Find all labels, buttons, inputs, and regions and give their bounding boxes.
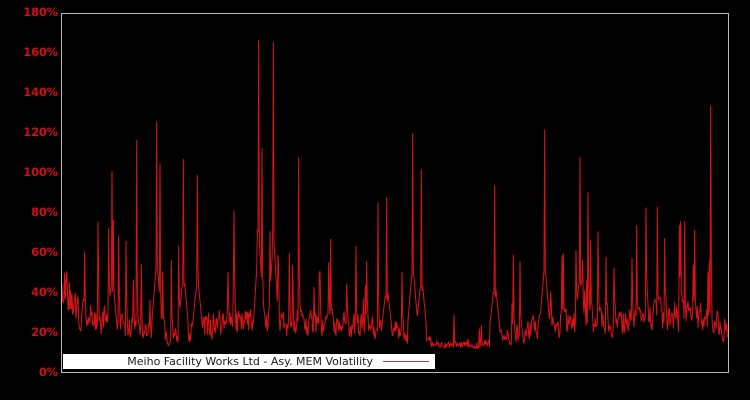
legend-label: Meiho Facility Works Ltd - Asy. MEM Vola… [127, 355, 373, 368]
y-tick-180: 180% [23, 5, 58, 19]
y-tick-100: 100% [23, 165, 58, 179]
y-tick-160: 160% [23, 45, 58, 59]
plot-area [61, 13, 729, 373]
y-tick-80: 80% [31, 205, 58, 219]
y-tick-40: 40% [31, 285, 58, 299]
y-tick-140: 140% [23, 85, 58, 99]
y-tick-60: 60% [31, 245, 58, 259]
chart-legend: Meiho Facility Works Ltd - Asy. MEM Vola… [63, 354, 435, 369]
y-tick-0: 0% [38, 365, 58, 379]
volatility-series-line [62, 39, 728, 351]
legend-line-icon [383, 361, 429, 362]
y-tick-20: 20% [31, 325, 58, 339]
y-tick-120: 120% [23, 125, 58, 139]
